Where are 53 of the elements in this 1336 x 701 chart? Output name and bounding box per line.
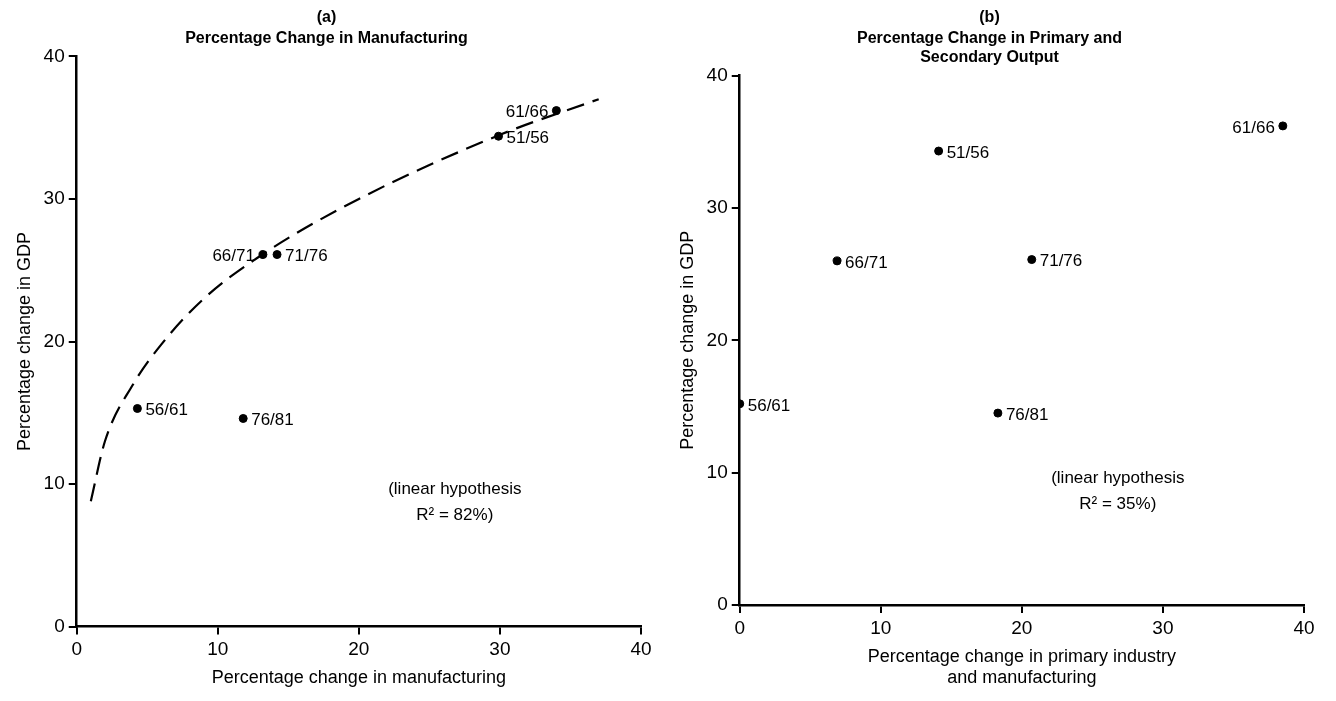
annotation: 61/66	[1232, 117, 1275, 137]
point	[934, 146, 944, 156]
point	[238, 413, 248, 423]
x-tick-label: 10	[207, 638, 229, 660]
y-axis-title: Percentage change in GDP	[13, 231, 34, 452]
y-tick-label: 0	[717, 593, 728, 615]
point	[1027, 255, 1037, 265]
annotation: (linear hypothesis R² = 35%)	[1051, 467, 1185, 513]
chart-title: (a)	[316, 8, 337, 26]
x-tick-label: 10	[870, 616, 892, 638]
annotation: 76/81	[251, 410, 294, 430]
y-tick-label: 20	[43, 329, 65, 351]
annotation: 61/66	[505, 102, 549, 122]
x-tick-label: 0	[734, 616, 746, 638]
x-tick-label: 40	[1293, 616, 1315, 638]
point	[272, 250, 282, 260]
annotation: 71/76	[285, 246, 328, 266]
x-tick-label: 0	[71, 638, 83, 660]
y-axis-title: Percentage change in GDP	[676, 230, 697, 450]
point	[832, 256, 842, 266]
annotation: 51/56	[946, 142, 990, 162]
line-series	[89, 98, 600, 503]
x-axis-title: Percentage change in manufacturing	[211, 667, 506, 688]
chart-subtitle: Percentage Change in Manufacturing	[185, 29, 468, 47]
annotation: 71/76	[1039, 251, 1083, 271]
x-tick-label: 40	[630, 638, 652, 660]
chart-subtitle: Percentage Change in Primary and Secondary Output	[857, 29, 1122, 66]
x-tick-label: 30	[489, 638, 511, 660]
y-tick-label: 40	[706, 63, 728, 85]
y-tick-label: 40	[43, 44, 65, 66]
annotation: 56/61	[145, 400, 188, 420]
y-tick-label: 30	[706, 196, 728, 218]
annotation: (linear hypothesis R² = 82%)	[388, 479, 522, 525]
annotation: 56/61	[747, 395, 791, 415]
point	[132, 404, 142, 413]
annotation: 66/71	[212, 246, 255, 266]
point	[494, 131, 504, 141]
annotation: 76/81	[1005, 404, 1049, 424]
point	[1278, 121, 1288, 131]
y-tick-label: 10	[706, 460, 728, 482]
y-tick-label: 10	[43, 472, 65, 494]
x-axis-title: Percentage change in primary industry and manufacturing	[867, 645, 1176, 688]
annotation: 66/71	[845, 252, 888, 272]
chart-title: (b)	[979, 8, 1000, 26]
x-tick-label: 30	[1152, 616, 1174, 638]
point	[993, 408, 1003, 418]
point	[258, 250, 268, 260]
y-tick-label: 20	[706, 328, 728, 350]
x-tick-label: 20	[1011, 616, 1033, 638]
point	[551, 106, 561, 116]
y-tick-label: 30	[43, 187, 65, 209]
x-tick-label: 20	[348, 638, 370, 660]
annotation: 51/56	[506, 127, 550, 147]
